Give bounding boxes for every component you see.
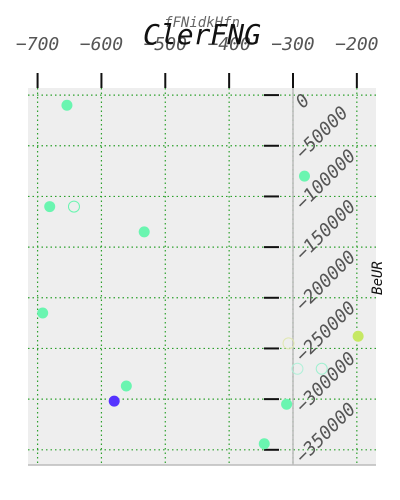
- scatter-point: [108, 395, 120, 407]
- x-tick-label: −400: [207, 34, 250, 55]
- chart-title: ClerFNG: [143, 18, 261, 51]
- x-tick-label: −700: [16, 34, 59, 55]
- y-axis-label: BeUR: [370, 261, 386, 295]
- scatter-point: [61, 99, 73, 111]
- x-tick-label: −500: [144, 34, 187, 55]
- data-points: [37, 99, 364, 450]
- scatter-point: [315, 362, 328, 375]
- scatter-point: [281, 398, 293, 410]
- scatter-point: [291, 362, 304, 375]
- scatter-point: [258, 438, 270, 450]
- x-tick-label: −300: [271, 34, 314, 55]
- scatter-point: [120, 380, 132, 392]
- scatter-point: [282, 337, 295, 350]
- scatter-point: [67, 200, 80, 213]
- x-axis-label: fFNidkHfn: [164, 15, 240, 31]
- scatter-point: [138, 226, 150, 238]
- x-tick-label: −200: [335, 34, 378, 55]
- scatter-point: [44, 201, 56, 213]
- plot-background: [28, 88, 376, 465]
- scatter-point: [298, 170, 310, 182]
- scatter-point: [352, 330, 364, 342]
- x-tick-label: −600: [80, 34, 123, 55]
- axes: [28, 73, 376, 466]
- scatter-point: [37, 307, 49, 319]
